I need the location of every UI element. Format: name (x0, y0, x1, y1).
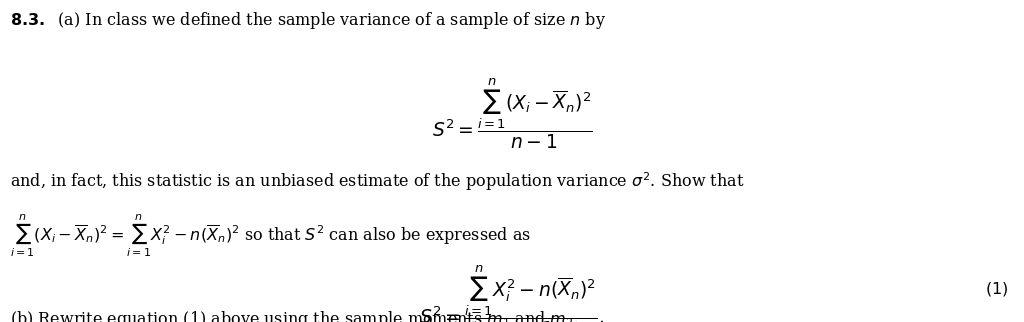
Text: and, in fact, this statistic is an unbiased estimate of the population variance : and, in fact, this statistic is an unbia… (10, 171, 744, 193)
Text: $\sum_{i=1}^{n}(X_i - \overline{X}_n)^2 = \sum_{i=1}^{n} X_i^2 - n(\overline{X}_: $\sum_{i=1}^{n}(X_i - \overline{X}_n)^2 … (10, 213, 531, 259)
Text: $(1)$: $(1)$ (985, 280, 1009, 298)
Text: $S^2 = \dfrac{\sum_{i=1}^{n}(X_i - \overline{X}_n)^2}{n-1}$: $S^2 = \dfrac{\sum_{i=1}^{n}(X_i - \over… (431, 77, 593, 151)
Text: $S^2 = \dfrac{\sum_{i=1}^{n} X_i^2 - n(\overline{X}_n)^2}{n-1}.$: $S^2 = \dfrac{\sum_{i=1}^{n} X_i^2 - n(\… (420, 264, 604, 322)
Text: (b) Rewrite equation (1) above using the sample moments $m_1$ and $m_2$.: (b) Rewrite equation (1) above using the… (10, 309, 579, 322)
Text: $\mathbf{8.3.}$  (a) In class we defined the sample variance of a sample of size: $\mathbf{8.3.}$ (a) In class we defined … (10, 10, 606, 31)
